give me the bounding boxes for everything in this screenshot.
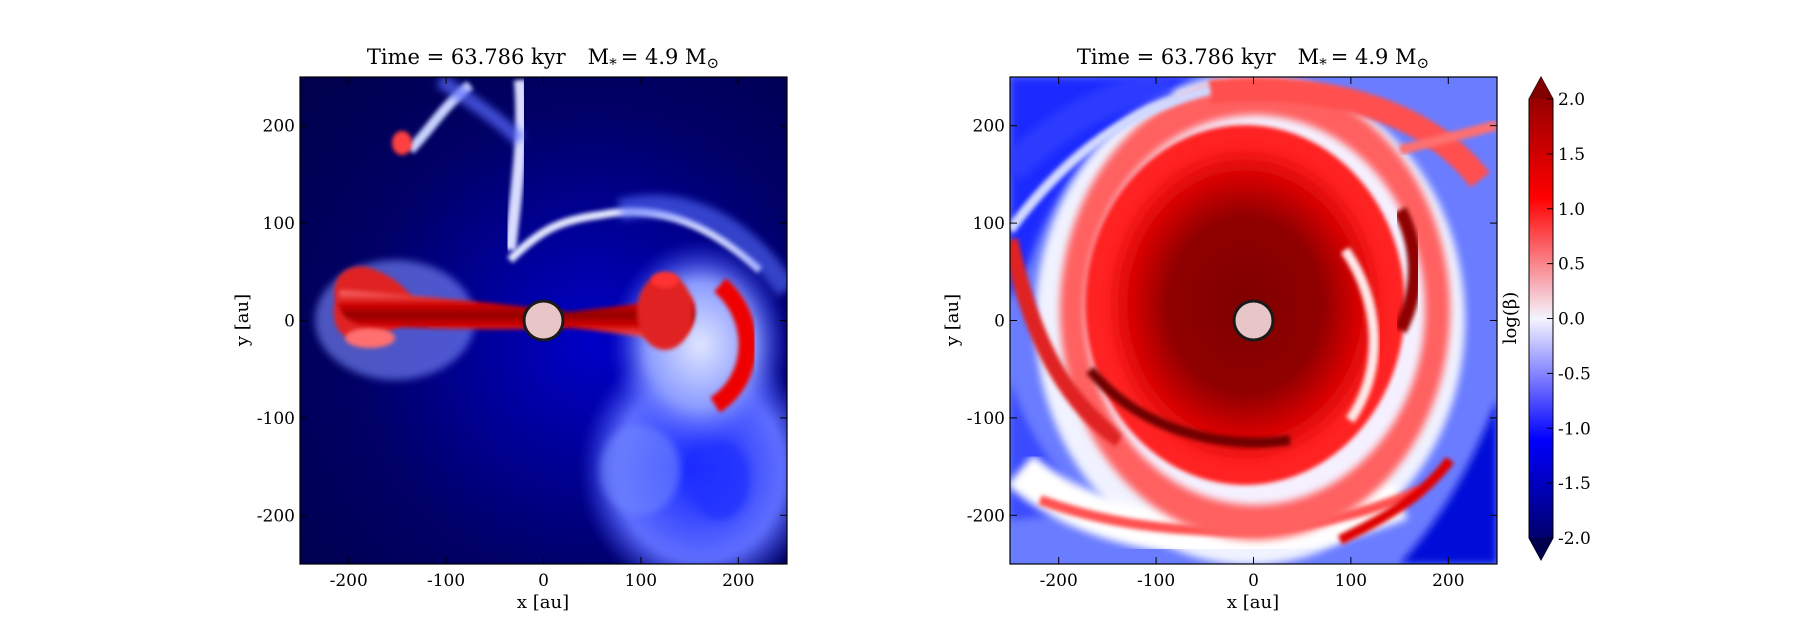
y-tick-label: 200: [973, 117, 1005, 137]
colorbar-tick-label: 0.0: [1558, 310, 1585, 330]
x-tick-label: -200: [1040, 571, 1078, 591]
colorbar-tick-label: 2.0: [1558, 90, 1585, 110]
x-tick-label: 200: [1432, 571, 1464, 591]
panel-face-on: Time = 63.786 kyr M* = 4.9 M⊙: [942, 45, 1498, 613]
colorbar-tick-label: -0.5: [1558, 364, 1591, 384]
panel-2-title: Time = 63.786 kyr M* = 4.9 M⊙: [1077, 45, 1429, 73]
panel-1-title: Time = 63.786 kyr M* = 4.9 M⊙: [367, 45, 719, 73]
heatmap-image: [1010, 77, 1497, 564]
colorbar-tick-label: -1.5: [1558, 474, 1591, 494]
x-tick-label: 100: [1335, 571, 1367, 591]
heatmap-image: [300, 77, 787, 564]
panel-edge-on: Time = 63.786 kyr M* = 4.9 M⊙: [232, 45, 788, 613]
colorbar-label: log(β): [1500, 292, 1521, 345]
colorbar-tick-label: 1.5: [1558, 145, 1585, 165]
x-tick-label: -200: [330, 571, 368, 591]
y-tick-label: -200: [967, 506, 1005, 526]
y-tick-label: 100: [263, 214, 295, 234]
y-axis-label: y [au]: [942, 294, 963, 347]
x-axis-label: x [au]: [1227, 592, 1279, 613]
colorbar: 2.0 1.5 1.0 0.5 0.0 -0.5 -1.0 -1.5 -2.0 log(β): [1500, 75, 1591, 562]
y-tick-label: 100: [973, 214, 1005, 234]
x-tick-label: 100: [625, 571, 657, 591]
x-tick-label: -100: [427, 571, 465, 591]
colorbar-tick-label: 1.0: [1558, 200, 1585, 220]
colorbar-tick-label: -2.0: [1558, 529, 1591, 549]
y-tick-label: 0: [994, 312, 1005, 332]
y-tick-label: -100: [257, 409, 295, 429]
sink-particle: [522, 299, 565, 342]
x-tick-label: -100: [1137, 571, 1175, 591]
colorbar-top-extend: [1529, 77, 1553, 99]
colorbar-bottom-extend: [1529, 538, 1553, 560]
y-axis-label: y [au]: [232, 294, 253, 347]
x-axis: -200 -100 0 100 200: [330, 77, 755, 591]
x-axis: -200 -100 0 100 200: [1040, 77, 1465, 591]
y-tick-label: -200: [257, 506, 295, 526]
sink-particle: [1232, 299, 1275, 342]
x-tick-label: 0: [538, 571, 549, 591]
y-axis: -200 -100 0 100 200: [257, 117, 787, 526]
y-tick-label: 0: [284, 312, 295, 332]
colorbar-tick-label: 0.5: [1558, 255, 1585, 275]
y-tick-label: 200: [263, 117, 295, 137]
x-tick-label: 200: [722, 571, 754, 591]
x-axis-label: x [au]: [517, 592, 569, 613]
colorbar-tick-label: -1.0: [1558, 419, 1591, 439]
y-tick-label: -100: [967, 409, 1005, 429]
y-axis: -200 -100 0 100 200: [967, 117, 1497, 526]
x-tick-label: 0: [1248, 571, 1259, 591]
colorbar-ticks: 2.0 1.5 1.0 0.5 0.0 -0.5 -1.0 -1.5 -2.0: [1547, 90, 1591, 549]
